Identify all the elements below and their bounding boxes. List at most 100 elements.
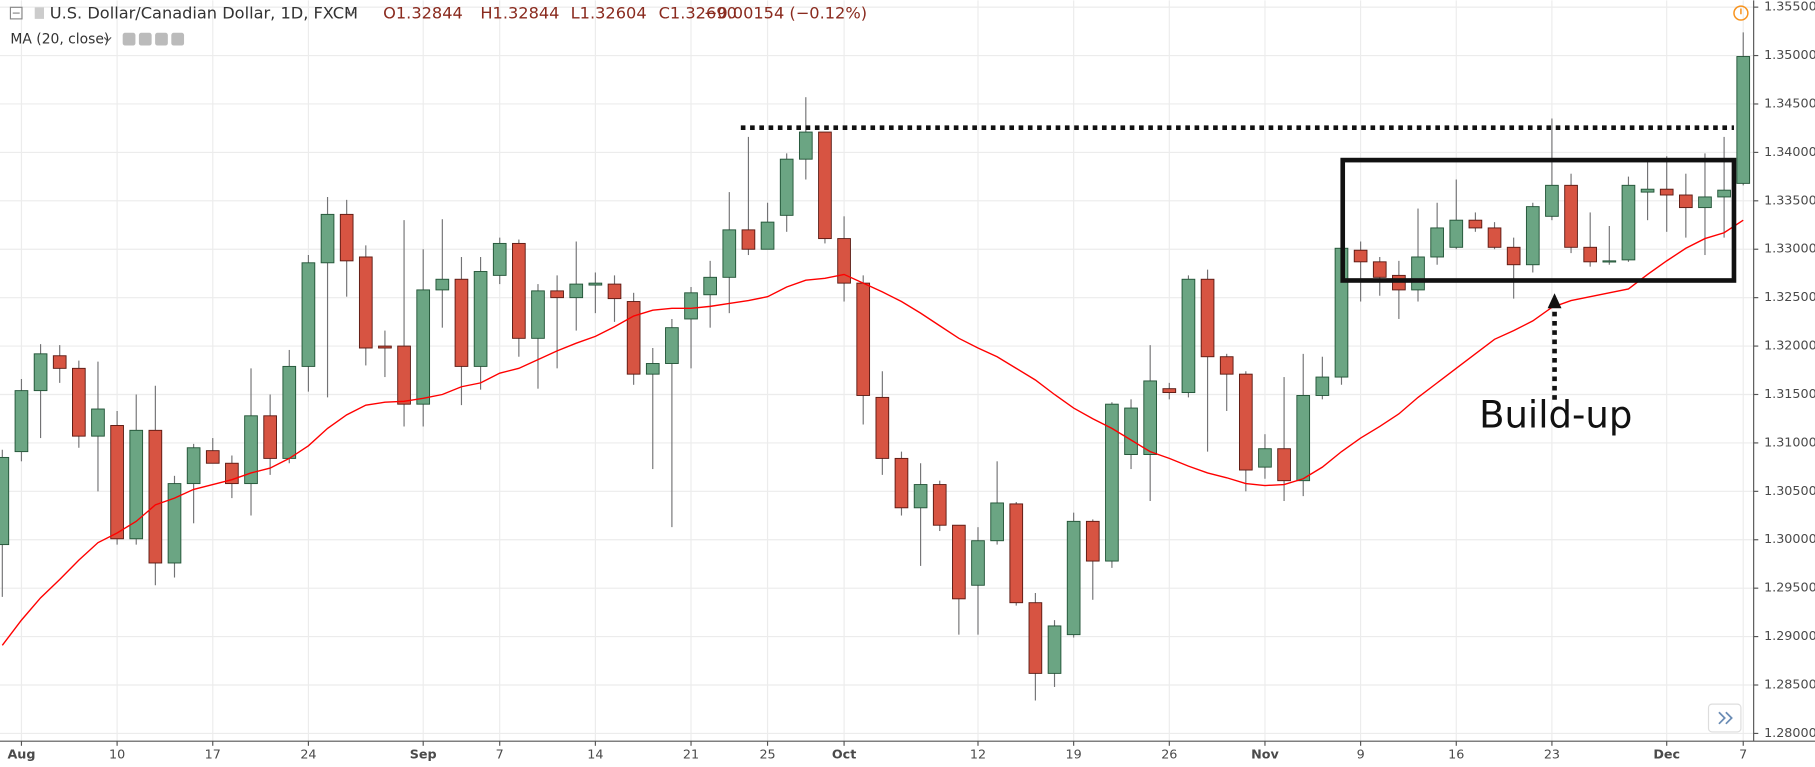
candle-body (1162, 388, 1177, 394)
x-tick-label: 12 (970, 748, 986, 763)
candle-body (1315, 376, 1330, 396)
candle-body (1105, 403, 1119, 562)
candle-body (512, 242, 526, 339)
x-tick-label: 14 (587, 748, 603, 763)
indicator-label: MA (20, close) (10, 32, 109, 48)
candle-body (14, 390, 29, 453)
indicator-eye[interactable] (122, 32, 136, 46)
candle-body (1506, 246, 1521, 266)
candle-body (397, 345, 411, 405)
candle-body (1525, 206, 1540, 266)
candle-body (1181, 278, 1196, 394)
scroll-icon (1718, 711, 1733, 725)
candle-body (952, 524, 966, 600)
candle-body (378, 345, 392, 349)
candle-body (1047, 625, 1062, 674)
plot (0, 32, 1751, 701)
candle-body (1028, 602, 1043, 674)
candle-body (1277, 448, 1291, 482)
candle-body (703, 276, 717, 296)
range-box (1340, 157, 1737, 283)
candle-body (1238, 373, 1253, 471)
y-tick-label: 1.29000 (1764, 629, 1815, 644)
candle-body (1564, 184, 1578, 248)
candle-body (263, 415, 277, 459)
candle-body (492, 242, 507, 276)
candle-body (1258, 448, 1272, 468)
ohlc-close: C1.32690 (659, 4, 737, 23)
candle-body (1296, 394, 1311, 482)
candle-body (1621, 184, 1636, 261)
x-tick-label: Oct (832, 748, 856, 763)
candle-body (913, 484, 928, 509)
axes: 1.28000 1.28500 1.29000 1.29500 1.30000 1.305… (7, 0, 1815, 763)
candle-body (1066, 520, 1081, 636)
candle-body (1736, 56, 1751, 184)
candle-body (875, 396, 890, 459)
candle-body (1430, 227, 1444, 258)
x-tick-label: 25 (759, 748, 775, 763)
title-dropdown[interactable] (346, 11, 355, 17)
y-tick-label: 1.30500 (1764, 484, 1815, 499)
y-tick-label: 1.35500 (1764, 0, 1815, 15)
indicator-add[interactable] (155, 32, 168, 46)
candle-body (1679, 194, 1693, 209)
indicator-settings[interactable] (138, 32, 152, 46)
x-tick-label: 26 (1161, 748, 1177, 763)
candle-body (607, 283, 622, 300)
candle-body (1411, 256, 1425, 291)
candle-body (971, 540, 985, 586)
alert-icon[interactable] (1733, 5, 1749, 21)
indicator-remove[interactable] (171, 32, 185, 46)
y-tick-label: 1.30000 (1764, 532, 1815, 547)
candle-body (1659, 188, 1674, 196)
candle-body (72, 367, 86, 437)
candle-body (1602, 260, 1617, 263)
x-tick-label: 16 (1448, 748, 1464, 763)
candle-body (358, 256, 373, 349)
arrow-head (1547, 293, 1562, 309)
candle-body (1583, 246, 1598, 263)
collapse-icon[interactable] (9, 6, 23, 20)
candle-body (186, 447, 201, 485)
candle-body (894, 457, 909, 509)
candle-body (665, 327, 679, 364)
candle-body (1545, 184, 1559, 217)
candle-body (1200, 278, 1215, 358)
candle-body (1353, 249, 1368, 263)
chart-title: U.S. Dollar/Canadian Dollar, 1D, FXCM (50, 4, 358, 23)
candle-body (1143, 380, 1158, 455)
candle-body (1219, 356, 1234, 375)
candle-body (550, 290, 564, 299)
x-tick-label: 17 (205, 748, 221, 763)
candle-body (33, 353, 48, 392)
candle-body (244, 415, 258, 485)
candle-body (205, 450, 220, 464)
candle-body (1640, 188, 1655, 193)
x-tick-label: 19 (1066, 748, 1082, 763)
candle-body (990, 502, 1004, 542)
candle-body (129, 429, 144, 540)
x-tick-label: 7 (1739, 748, 1747, 763)
indicator-dropdown[interactable] (103, 36, 112, 42)
candle-body (779, 158, 794, 216)
x-tick-label: Sep (410, 748, 437, 763)
candle-body (1468, 219, 1483, 229)
ohlc-open: O1.32844 (383, 4, 463, 23)
candle-body (531, 290, 545, 339)
candle-body (0, 456, 10, 546)
candle-body (473, 271, 488, 367)
y-tick-label: 1.31500 (1764, 387, 1815, 402)
candle-body (741, 229, 756, 250)
y-tick-label: 1.35000 (1764, 48, 1815, 63)
candle-body (645, 363, 660, 375)
candle-body (1085, 520, 1100, 562)
candle-body (760, 221, 775, 250)
candle-body (569, 283, 584, 299)
ma-line (1, 219, 1744, 646)
x-tick-label: 23 (1544, 748, 1560, 763)
candle-body (416, 289, 431, 405)
x-tick-label: Aug (7, 748, 35, 763)
